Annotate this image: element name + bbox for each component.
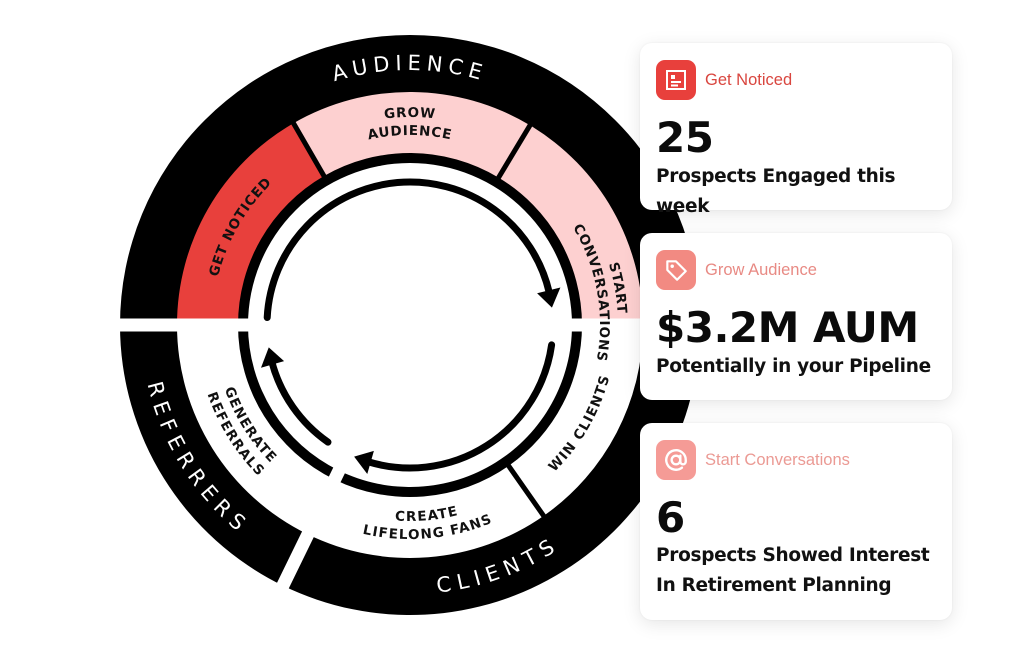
stage-band [293, 92, 531, 178]
stage-grow-audience-line1: GROW [383, 105, 436, 123]
stage-divider [504, 461, 548, 520]
tag-icon [656, 250, 696, 290]
segment-gap [272, 456, 351, 598]
stat-card-start-conversations: Start Conversations 6 Prospects Showed I… [640, 423, 952, 620]
card-subtitle-line2: In Retirement Planning [656, 575, 892, 596]
stat-card-get-noticed: Get Noticed 25 Prospects Engaged this we… [640, 43, 952, 217]
card-subtitle: Potentially in your Pipeline [656, 356, 931, 377]
card-title: Start Conversations [705, 450, 850, 469]
card-title: Grow Audience [705, 260, 817, 279]
stage-band [498, 125, 643, 325]
arrow-head-icon [537, 287, 561, 308]
segment-audience [120, 35, 700, 325]
stage-divider [289, 119, 329, 181]
arrow-head-icon [261, 347, 285, 368]
at-sign-icon [656, 440, 696, 480]
card-value: $3.2M AUM [656, 303, 919, 352]
newspaper-icon [656, 60, 696, 100]
stage-divider [494, 121, 534, 183]
flow-arrow [364, 341, 556, 472]
flow-arrow [268, 358, 332, 446]
stage-band [508, 325, 643, 516]
card-subtitle-line1: Prospects Showed Interest [656, 545, 930, 566]
card-subtitle: Prospects Engaged this week [656, 166, 896, 217]
stage-grow-audience-line2: AUDIENCE [366, 123, 453, 143]
stat-card-grow-audience: Grow Audience $3.2M AUM Potentially in y… [640, 233, 952, 400]
card-value: 25 [656, 113, 714, 162]
flow-arrow [263, 178, 553, 322]
card-value: 6 [656, 493, 685, 542]
card-title: Get Noticed [705, 70, 793, 89]
arrow-head-icon [354, 450, 374, 474]
stage-band [177, 123, 324, 325]
stage-band [177, 325, 335, 535]
stage-band [307, 465, 544, 558]
